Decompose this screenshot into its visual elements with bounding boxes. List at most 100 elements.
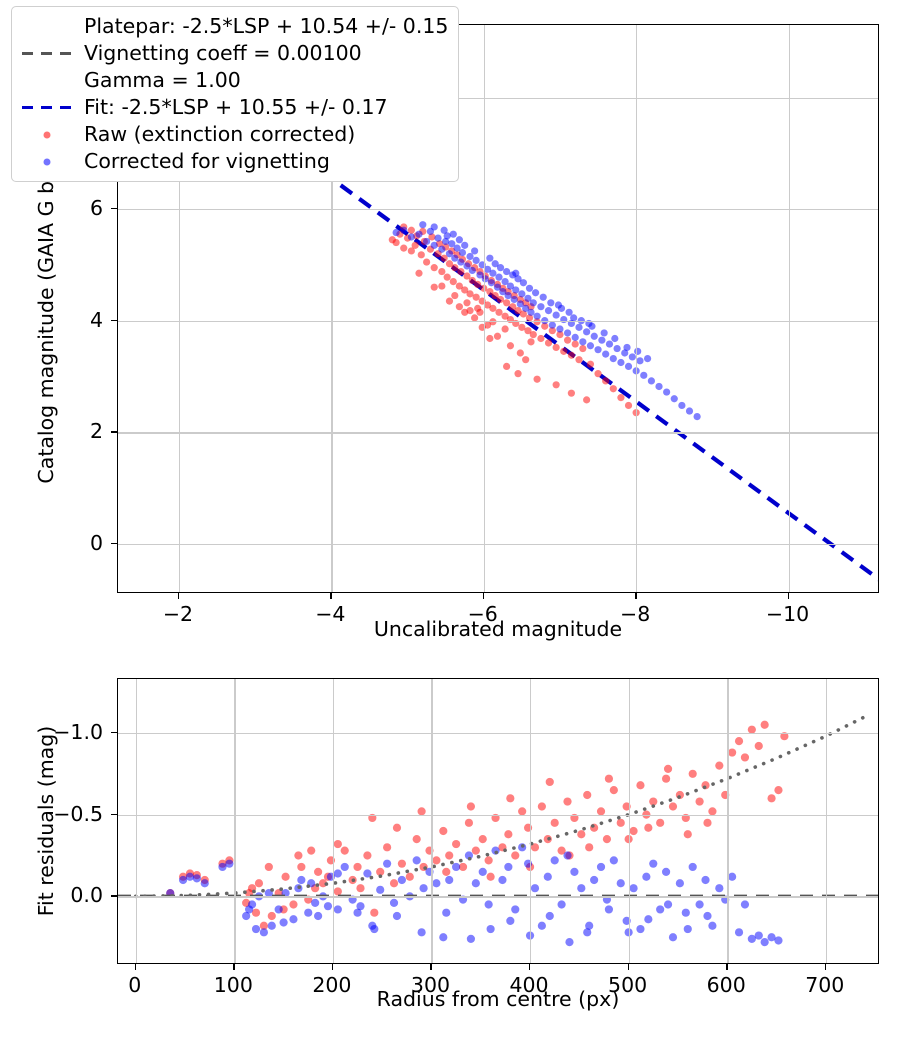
data-point [281, 872, 290, 881]
data-point [397, 875, 407, 885]
data-point [363, 851, 372, 860]
main-y-axis-title: Catalog magnitude (GAIA G band) [34, 134, 58, 484]
tick-mark-x [726, 964, 728, 970]
tick-mark-y [111, 731, 117, 734]
legend-raw[interactable]: Raw (extinction corrected) [20, 121, 448, 148]
data-point [307, 846, 316, 855]
tick-mark-y [111, 542, 117, 545]
data-point [464, 260, 473, 268]
gridline-vertical [530, 679, 532, 963]
legend-vignetting-coeff[interactable]: Vignetting coeff = 0.00100 [20, 40, 448, 67]
data-point [670, 395, 678, 403]
data-point [267, 921, 276, 930]
data-point [307, 879, 316, 888]
tick-label-x: 600 [706, 973, 746, 997]
data-point [472, 293, 480, 301]
data-point [565, 938, 574, 947]
legend-fit[interactable]: Fit: -2.5*LSP + 10.55 +/- 0.17 [20, 94, 448, 121]
data-point [503, 299, 511, 307]
tick-mark-y [111, 813, 117, 816]
data-point [468, 266, 476, 275]
data-point [438, 267, 446, 276]
data-point [419, 884, 428, 893]
data-point [297, 862, 306, 872]
data-point [655, 382, 663, 391]
data-point [314, 867, 323, 876]
data-point [571, 340, 579, 348]
data-point [242, 898, 251, 907]
data-point [583, 790, 592, 800]
data-point [668, 802, 678, 811]
tick-mark-y [111, 319, 117, 322]
data-point [583, 396, 591, 404]
gridline-horizontal [118, 320, 878, 322]
data-point [579, 344, 587, 353]
tick-label-x: −6 [467, 602, 498, 626]
data-point [449, 278, 457, 286]
data-point [474, 280, 482, 288]
data-point [511, 905, 520, 914]
tick-mark-x [529, 964, 531, 970]
data-point [463, 262, 471, 270]
data-point [439, 933, 448, 942]
gridline-vertical [431, 679, 433, 963]
data-point [370, 924, 379, 934]
chart-legend: Platepar: -2.5*LSP + 10.54 +/- 0.15 Vigne… [11, 6, 460, 182]
data-point [525, 284, 534, 292]
main-x-axis-title: Uncalibrated magnitude [373, 617, 623, 641]
gridline-vertical [483, 25, 486, 592]
gridline-horizontal [118, 209, 878, 211]
data-point [426, 227, 435, 236]
data-point [495, 273, 503, 281]
data-point [435, 240, 444, 248]
data-point [458, 862, 468, 872]
data-point [636, 924, 645, 934]
legend-entry-label: Raw (extinction corrected) [84, 121, 356, 146]
tick-mark-y [111, 895, 117, 897]
data-point [304, 908, 313, 917]
data-point [703, 911, 712, 921]
gridline-horizontal [118, 97, 878, 99]
legend-entry-label: Fit: -2.5*LSP + 10.55 +/- 0.17 [84, 94, 388, 119]
tick-label-y: 2 [89, 419, 103, 444]
tick-mark-y [111, 208, 117, 210]
dot-glyph [43, 131, 51, 138]
data-point [545, 777, 554, 787]
gridline-horizontal [118, 432, 878, 434]
data-point [486, 254, 494, 262]
data-point [420, 237, 428, 246]
data-point [701, 875, 710, 885]
data-point [663, 764, 673, 773]
data-point [575, 323, 583, 331]
data-point [254, 879, 264, 888]
dash-glyph [22, 105, 72, 110]
data-point [463, 272, 471, 280]
legend-corrected[interactable]: Corrected for vignetting [20, 148, 448, 175]
data-point [417, 251, 425, 259]
data-point [543, 872, 552, 881]
data-point [501, 312, 509, 320]
data-point [537, 303, 545, 311]
data-point [552, 343, 560, 352]
data-point [760, 938, 769, 947]
data-point [439, 826, 448, 836]
data-point [754, 931, 763, 940]
data-point [476, 267, 484, 276]
data-point [656, 818, 665, 827]
data-point [264, 862, 273, 872]
data-point [448, 240, 456, 248]
data-point [550, 818, 559, 827]
data-point [629, 826, 638, 836]
data-point [417, 928, 426, 937]
data-point [506, 342, 515, 350]
data-point [407, 247, 415, 255]
data-point [695, 900, 704, 909]
gridline-vertical [331, 25, 333, 592]
data-point [522, 356, 530, 364]
data-point [543, 835, 552, 844]
data-point [609, 354, 617, 363]
data-point [703, 818, 712, 827]
data-point [537, 802, 546, 811]
data-point [466, 290, 474, 298]
data-point [486, 924, 495, 934]
